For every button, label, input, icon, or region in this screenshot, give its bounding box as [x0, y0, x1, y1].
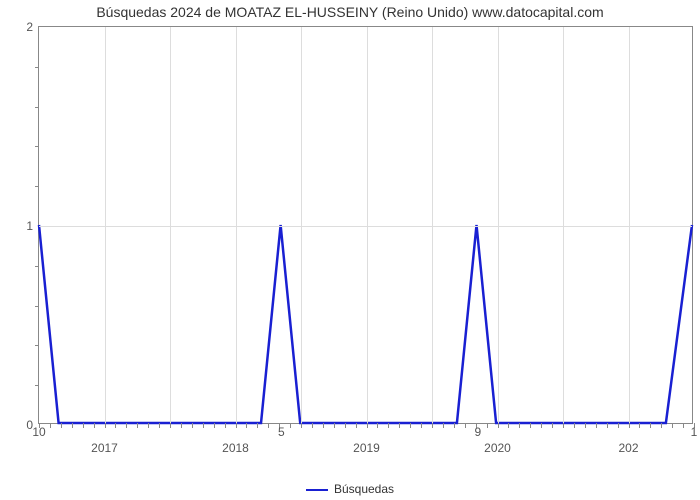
x-tick-mark: [72, 423, 73, 428]
x-tick-mark: [574, 423, 575, 428]
x-tick-mark: [552, 423, 553, 428]
x-tick-mark: [334, 423, 335, 428]
x-tick-mark: [388, 423, 389, 428]
x-tick-mark: [192, 423, 193, 428]
x-tick-mark: [683, 423, 684, 428]
y-minor-tick: [35, 107, 39, 108]
x-tick-mark: [345, 423, 346, 428]
x-tick-mark: [323, 423, 324, 428]
gridline-v: [629, 27, 630, 423]
x-tick-mark: [421, 423, 422, 428]
x-tick-label: 2017: [91, 423, 118, 455]
x-tick-label: 2018: [222, 423, 249, 455]
x-tick-mark: [454, 423, 455, 428]
y-minor-tick: [35, 306, 39, 307]
gridline-v: [367, 27, 368, 423]
gridline-v: [563, 27, 564, 423]
x-tick-mark: [563, 423, 564, 428]
x-tick-mark: [83, 423, 84, 428]
x-tick-mark: [530, 423, 531, 428]
gridline-v: [236, 27, 237, 423]
x-tick-mark: [257, 423, 258, 428]
x-tick-mark: [159, 423, 160, 428]
y-minor-tick: [35, 186, 39, 187]
legend-label: Búsquedas: [334, 482, 394, 496]
x-tick-mark: [148, 423, 149, 428]
chart-container: Búsquedas 2024 de MOATAZ EL-HUSSEINY (Re…: [0, 0, 700, 500]
x-tick-mark: [126, 423, 127, 428]
series-line: [39, 225, 692, 423]
x-tick-mark: [301, 423, 302, 428]
x-tick-mark: [541, 423, 542, 428]
x-tick-mark: [61, 423, 62, 428]
line-series: [39, 27, 692, 423]
x-tick-mark: [519, 423, 520, 428]
x-tick-mark: [290, 423, 291, 428]
x-tick-mark: [410, 423, 411, 428]
x-tick-label: 202: [618, 423, 638, 455]
gridline-v: [432, 27, 433, 423]
x-secondary-label: 1: [691, 423, 698, 439]
plot-area: 012201720182019202020210591: [38, 26, 693, 424]
chart-title: Búsquedas 2024 de MOATAZ EL-HUSSEINY (Re…: [0, 4, 700, 20]
gridline-v: [498, 27, 499, 423]
y-tick-label: 1: [26, 219, 39, 233]
x-tick-mark: [596, 423, 597, 428]
x-tick-mark: [607, 423, 608, 428]
x-tick-mark: [639, 423, 640, 428]
x-tick-mark: [432, 423, 433, 428]
x-tick-label: 2020: [484, 423, 511, 455]
x-tick-mark: [399, 423, 400, 428]
legend: Búsquedas: [0, 482, 700, 496]
x-tick-mark: [50, 423, 51, 428]
x-tick-label: 2019: [353, 423, 380, 455]
x-tick-mark: [650, 423, 651, 428]
y-minor-tick: [35, 266, 39, 267]
x-tick-mark: [465, 423, 466, 428]
x-tick-mark: [181, 423, 182, 428]
y-minor-tick: [35, 385, 39, 386]
y-minor-tick: [35, 146, 39, 147]
y-tick-label: 2: [26, 20, 39, 34]
x-tick-mark: [170, 423, 171, 428]
x-tick-mark: [443, 423, 444, 428]
x-secondary-label: 5: [278, 423, 285, 439]
x-tick-mark: [585, 423, 586, 428]
y-minor-tick: [35, 345, 39, 346]
y-minor-tick: [35, 67, 39, 68]
gridline-v: [301, 27, 302, 423]
gridline-v: [170, 27, 171, 423]
x-secondary-label: 10: [32, 423, 45, 439]
x-tick-mark: [661, 423, 662, 428]
x-tick-mark: [203, 423, 204, 428]
x-tick-mark: [268, 423, 269, 428]
x-secondary-label: 9: [475, 423, 482, 439]
gridline-h: [39, 226, 692, 227]
legend-swatch: [306, 489, 328, 491]
gridline-v: [105, 27, 106, 423]
x-tick-mark: [214, 423, 215, 428]
x-tick-mark: [137, 423, 138, 428]
x-tick-mark: [672, 423, 673, 428]
x-tick-mark: [312, 423, 313, 428]
